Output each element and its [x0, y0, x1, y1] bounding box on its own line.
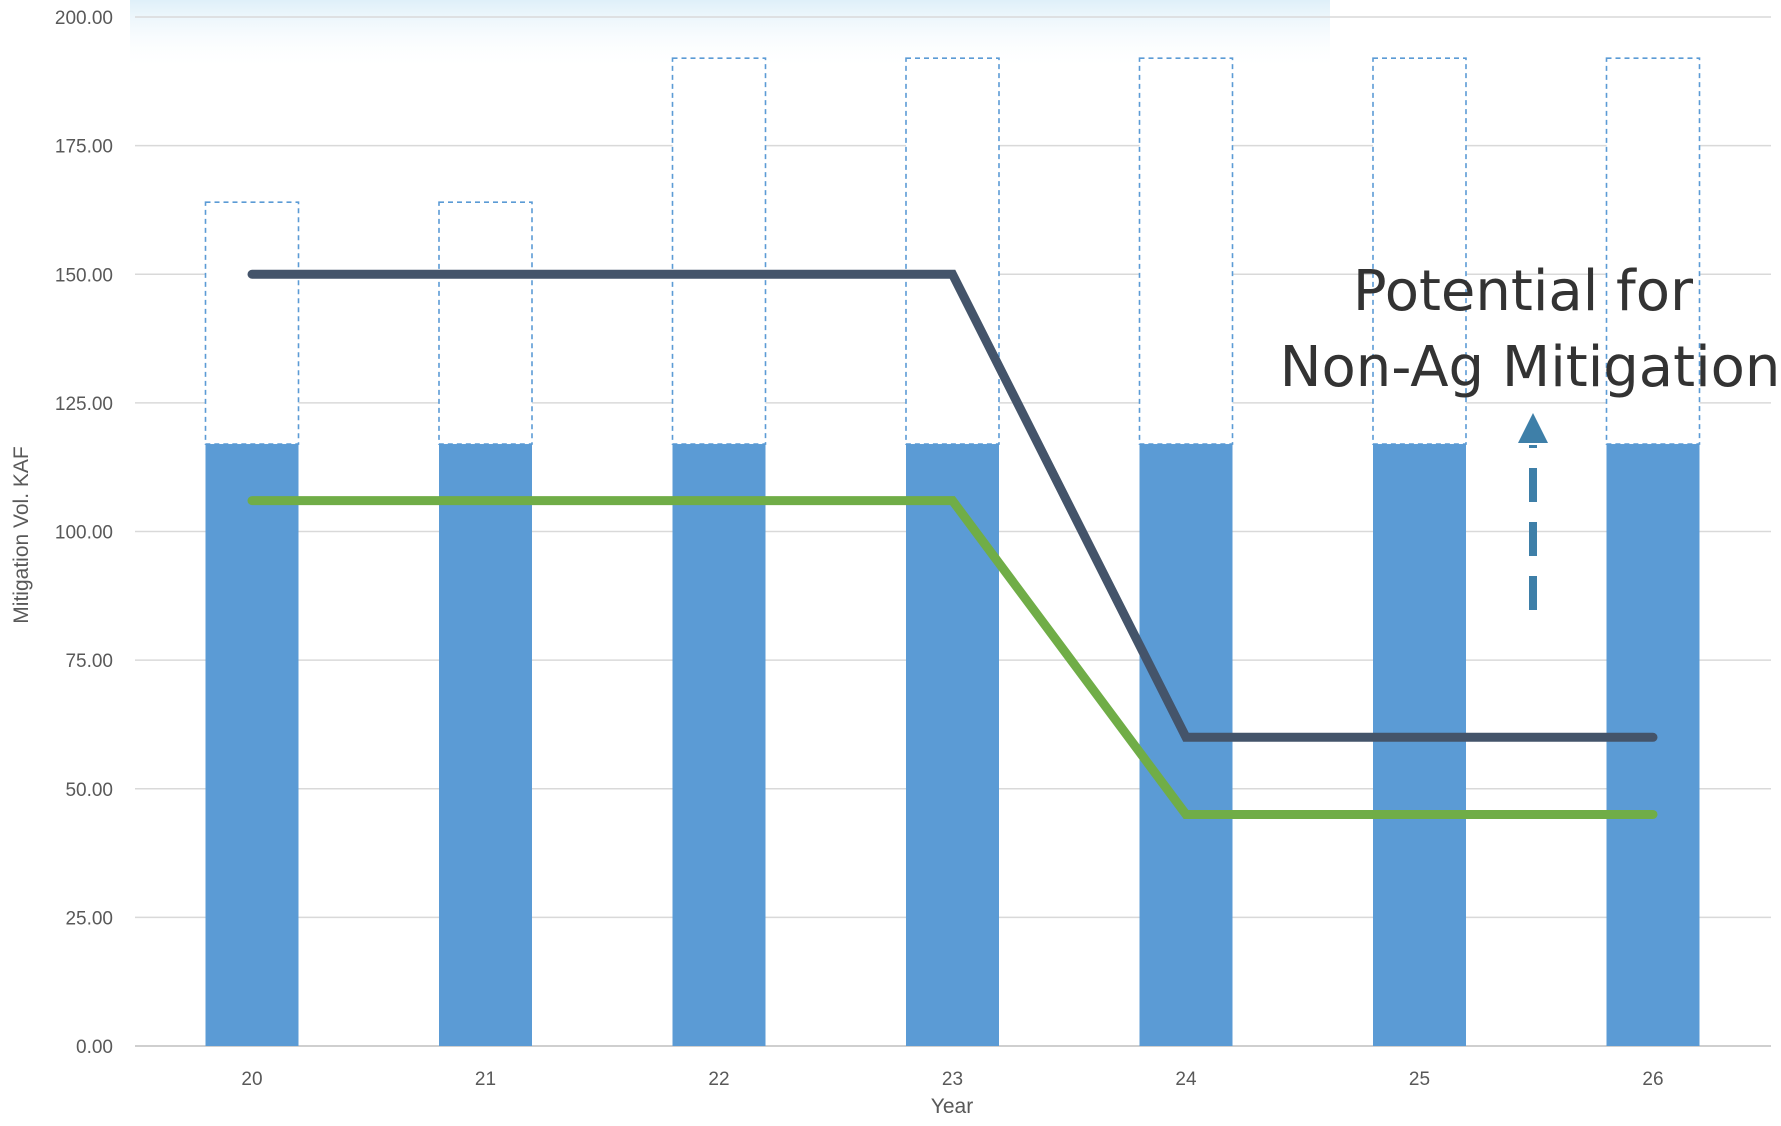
potential-bar-outline — [1372, 57, 1467, 445]
potential-bar-outline — [438, 201, 533, 445]
bar — [439, 444, 532, 1046]
annotation: Potential for Non-Ag Mitigation — [1280, 259, 1781, 400]
annotation-line-2: Non-Ag Mitigation — [1280, 335, 1781, 400]
annotation-line-1: Potential for — [1353, 259, 1694, 324]
potential-bar-outline — [204, 201, 300, 445]
x-axis-title: Year — [931, 1095, 973, 1118]
x-tick-label: 26 — [1642, 1069, 1663, 1090]
dashed-up-arrow-icon — [1518, 413, 1548, 610]
bar — [205, 444, 299, 1046]
x-tick-labels: 20 21 22 23 24 25 26 — [241, 1069, 1663, 1090]
y-tick-label: 0.00 — [76, 1037, 113, 1058]
bar — [672, 444, 766, 1046]
series-line-1 — [247, 269, 1658, 742]
potential-bar-outline — [1605, 57, 1701, 445]
y-tick-label: 75.00 — [65, 651, 113, 672]
series-line-2 — [247, 496, 1658, 819]
x-tick-label: 25 — [1409, 1069, 1430, 1090]
x-tick-label: 22 — [708, 1069, 729, 1090]
bar — [1606, 444, 1700, 1046]
y-tick-label: 200.00 — [55, 8, 113, 29]
potential-bar-outline — [1138, 57, 1234, 445]
bars — [204, 57, 1701, 1046]
potential-bar-outline — [905, 57, 1000, 445]
bar — [1373, 444, 1466, 1046]
y-tick-label: 175.00 — [55, 137, 113, 158]
y-tick-label: 50.00 — [65, 780, 113, 801]
x-tick-label: 21 — [475, 1069, 496, 1090]
y-tick-label: 125.00 — [55, 394, 113, 415]
x-tick-label: 23 — [942, 1069, 963, 1090]
arrow-head — [1518, 413, 1548, 443]
y-tick-label: 100.00 — [55, 523, 113, 544]
x-tick-label: 20 — [241, 1069, 262, 1090]
bar — [906, 444, 999, 1046]
series-lines — [247, 269, 1658, 819]
y-axis-title: Mitigation Vol. KAF — [10, 446, 33, 623]
potential-bar-outline — [671, 57, 767, 445]
y-tick-labels: 0.00 25.00 50.00 75.00 100.00 125.00 150.00 175… — [55, 8, 113, 1058]
x-tick-label: 24 — [1175, 1069, 1197, 1090]
y-tick-label: 150.00 — [55, 265, 113, 286]
bar — [1139, 444, 1233, 1046]
y-tick-label: 25.00 — [65, 908, 113, 929]
